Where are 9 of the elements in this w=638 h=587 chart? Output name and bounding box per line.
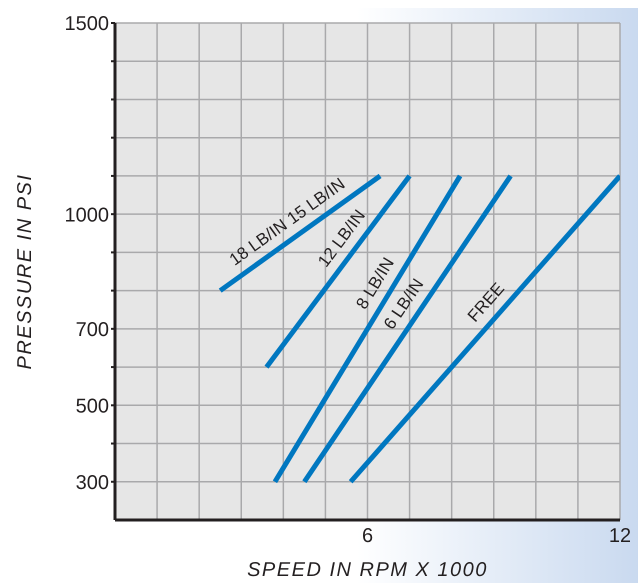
y-tick-label: 700 — [76, 318, 109, 341]
y-tick-label: 1000 — [64, 204, 109, 226]
x-tick-label: 6 — [362, 525, 374, 548]
y-tick-label: 1500 — [64, 13, 109, 36]
x-tick-label: 12 — [608, 525, 632, 548]
y-axis-title: PRESSURE IN PSI — [14, 174, 36, 370]
y-tick-label: 300 — [76, 472, 109, 494]
x-axis-title: SPEED IN RPM X 1000 — [247, 559, 488, 581]
y-tick-label: 500 — [76, 395, 109, 418]
